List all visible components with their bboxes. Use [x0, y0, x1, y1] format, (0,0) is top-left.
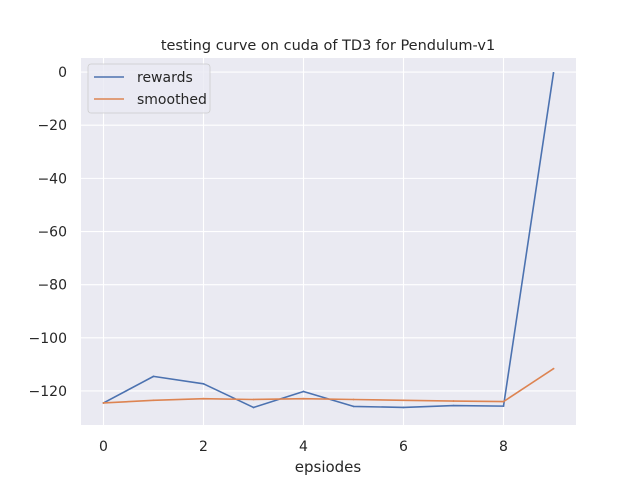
y-tick-label: −40 — [37, 171, 67, 187]
data-point-smoothed — [452, 400, 455, 402]
data-point-rewards — [202, 382, 205, 385]
data-point-smoothed — [352, 398, 355, 401]
data-point-smoothed — [152, 399, 155, 402]
data-point-smoothed — [202, 397, 205, 400]
y-tick-label: −100 — [29, 331, 67, 347]
data-point-smoothed — [252, 398, 255, 401]
y-tick-label: −60 — [37, 225, 67, 241]
data-point-smoothed — [502, 400, 505, 403]
data-point-rewards — [452, 404, 455, 407]
legend-label-rewards: rewards — [137, 70, 193, 86]
data-point-rewards — [402, 406, 405, 409]
data-point-rewards — [152, 375, 155, 378]
data-point-smoothed — [402, 399, 405, 402]
x-tick-label: 6 — [399, 439, 408, 455]
data-point-rewards — [552, 71, 555, 74]
chart-title: testing curve on cuda of TD3 for Pendulu… — [161, 38, 495, 54]
tick-labels: 0 2 4 6 8 0 −20 −40 −60 −80 −100 −120 — [29, 65, 508, 455]
legend-items: rewards smoothed — [94, 70, 207, 108]
grid — [81, 58, 576, 425]
x-tick-label: 0 — [99, 439, 108, 455]
data-point-smoothed — [102, 402, 105, 404]
x-tick-label: 2 — [199, 439, 208, 455]
x-tick-label: 4 — [299, 439, 308, 455]
y-tick-label: −20 — [37, 118, 67, 134]
data-point-rewards — [502, 405, 505, 408]
data-point-rewards — [302, 390, 305, 393]
legend-label-smoothed: smoothed — [137, 92, 207, 108]
series-layer — [102, 71, 555, 409]
data-point-smoothed — [552, 367, 555, 370]
x-axis-label: epsiodes — [295, 458, 362, 476]
data-point-rewards — [352, 405, 355, 408]
y-tick-label: 0 — [58, 65, 67, 81]
plot-area — [81, 58, 576, 425]
legend: rewards smoothed — [87, 63, 211, 114]
series-line-smoothed — [102, 367, 555, 404]
data-point-rewards — [252, 406, 255, 409]
x-tick-label: 8 — [499, 439, 508, 455]
data-point-smoothed — [302, 397, 305, 400]
y-tick-label: −120 — [29, 384, 67, 400]
y-tick-label: −80 — [37, 278, 67, 294]
